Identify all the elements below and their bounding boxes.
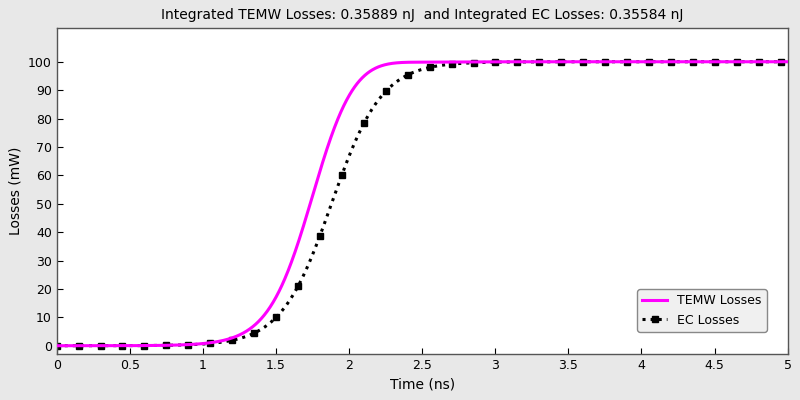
TEMW Losses bbox=[762, 59, 771, 64]
EC Losses bbox=[627, 59, 637, 64]
EC Losses bbox=[388, 82, 398, 87]
TEMW Losses bbox=[627, 59, 637, 64]
EC Losses bbox=[783, 59, 793, 64]
TEMW Losses bbox=[388, 61, 398, 66]
Title: Integrated TEMW Losses: 0.35889 nJ  and Integrated EC Losses: 0.35584 nJ: Integrated TEMW Losses: 0.35889 nJ and I… bbox=[161, 8, 683, 22]
X-axis label: Time (ns): Time (ns) bbox=[390, 378, 454, 392]
Legend: TEMW Losses, EC Losses: TEMW Losses, EC Losses bbox=[638, 290, 766, 332]
TEMW Losses bbox=[407, 60, 417, 65]
TEMW Losses bbox=[52, 343, 62, 348]
Line: EC Losses: EC Losses bbox=[53, 58, 791, 349]
EC Losses bbox=[52, 343, 62, 348]
Line: TEMW Losses: TEMW Losses bbox=[57, 62, 788, 346]
EC Losses bbox=[762, 59, 771, 64]
EC Losses bbox=[762, 59, 771, 64]
Y-axis label: Losses (mW): Losses (mW) bbox=[8, 147, 22, 235]
TEMW Losses bbox=[762, 59, 771, 64]
EC Losses bbox=[89, 343, 98, 348]
EC Losses bbox=[407, 70, 417, 75]
TEMW Losses bbox=[89, 343, 98, 348]
TEMW Losses bbox=[783, 59, 793, 64]
